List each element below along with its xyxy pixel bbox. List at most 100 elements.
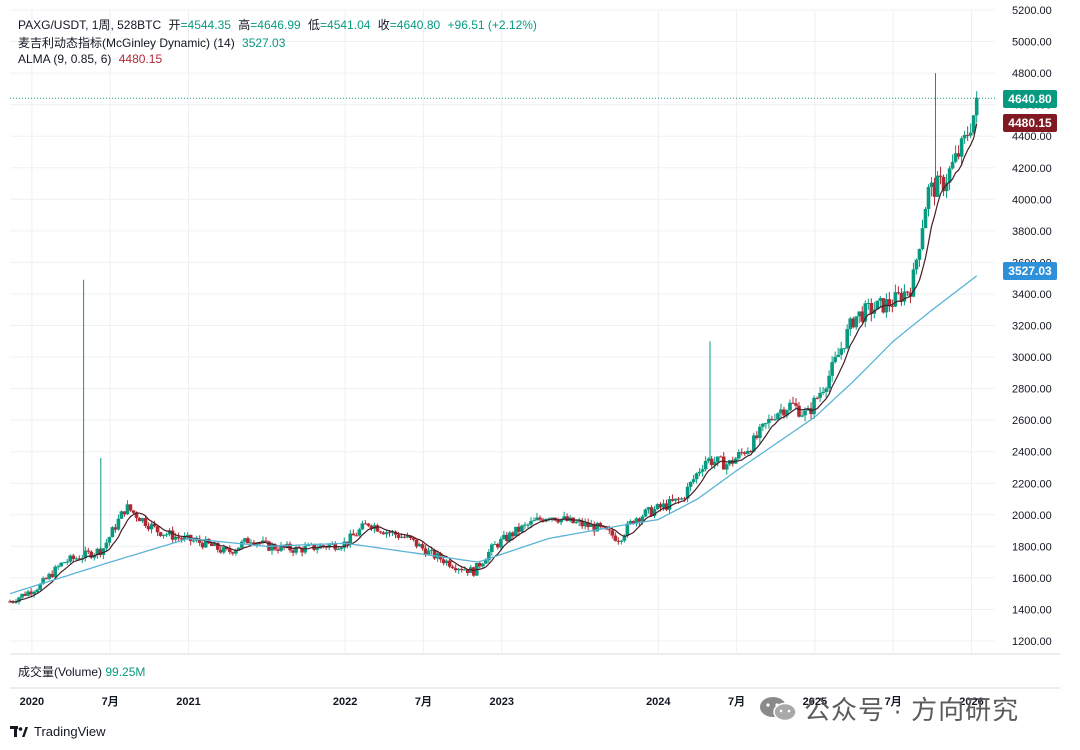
candle-body (941, 176, 946, 192)
candle-body (89, 551, 94, 558)
candle-body (833, 357, 837, 363)
candle-body (381, 532, 386, 535)
candle-body (432, 549, 437, 559)
y-tick-label: 4400.00 (1012, 131, 1052, 143)
candle-body (170, 530, 175, 540)
candle-body (718, 456, 723, 458)
candle-body (631, 520, 636, 524)
candle-body (203, 538, 208, 548)
candle-body (739, 452, 744, 454)
candle-body (580, 521, 584, 527)
y-tick-label: 4200.00 (1012, 163, 1052, 175)
candle-body (839, 348, 843, 355)
x-tick-label: 7月 (728, 695, 745, 708)
candle-body (715, 456, 720, 462)
y-tick-label: 4800.00 (1012, 68, 1052, 80)
candle-body (860, 311, 865, 322)
candle-body (402, 536, 407, 538)
candle-body (746, 450, 750, 454)
candle-body (68, 555, 73, 562)
candle-body (586, 522, 591, 528)
candle-body (50, 573, 54, 578)
candle-body (842, 348, 846, 350)
candle-body (354, 535, 359, 537)
candle-body (276, 549, 280, 551)
candle-body (191, 540, 196, 542)
volume-legend[interactable]: 成交量(Volume) 99.25M (18, 663, 145, 680)
candle-body (773, 419, 777, 421)
candle-body (827, 375, 831, 389)
candle-body (246, 538, 250, 544)
candle-body (23, 593, 27, 596)
candle-body (791, 402, 795, 404)
candle-body (724, 464, 729, 470)
candle-body (782, 409, 786, 416)
candle-body (408, 535, 413, 539)
candle-body (640, 516, 645, 522)
y-tick-label: 3800.00 (1012, 226, 1052, 238)
candle-body (137, 517, 142, 522)
candle-body (414, 539, 419, 547)
y-tick-label: 2400.00 (1012, 447, 1052, 459)
candle-body (17, 597, 21, 602)
y-tick-label: 5200.00 (1012, 5, 1052, 17)
candle-body (212, 542, 217, 546)
candle-body (411, 538, 416, 540)
y-tick-label: 2000.00 (1012, 510, 1052, 522)
x-tick-label: 2021 (176, 696, 200, 708)
candle-body (487, 552, 491, 561)
candle-body (62, 562, 67, 564)
candle-body (974, 97, 979, 116)
candle-body (465, 569, 470, 573)
candle-body (797, 405, 801, 417)
candle-body (673, 498, 678, 501)
legend-alma-value: 4480.15 (118, 52, 163, 66)
candle-body (231, 552, 235, 554)
candle-body (902, 291, 907, 302)
candle-body (429, 549, 434, 551)
candle-body (574, 522, 578, 524)
legend-mcginley-row[interactable]: 麦吉利动态指标(McGinley Dynamic) (14) 3527.03 (18, 35, 289, 51)
candle-body (369, 525, 374, 529)
candle-body (240, 541, 244, 548)
candle-body (821, 391, 825, 393)
candle-body (764, 423, 768, 425)
volume-label: 成交量(Volume) (18, 665, 103, 679)
candle-body (140, 518, 145, 522)
candle-body (155, 526, 160, 533)
candle-body (164, 534, 169, 536)
candle-body (863, 303, 868, 322)
x-tick-label: 2024 (646, 696, 671, 708)
candle-body (559, 518, 563, 523)
candle-body (851, 318, 856, 328)
candle-body (616, 540, 621, 542)
candle-body (74, 558, 79, 560)
candle-body (721, 456, 726, 470)
candle-body (706, 458, 711, 461)
tradingview-brand[interactable]: TradingView (10, 724, 106, 739)
candle-body (755, 435, 759, 438)
candle-body (426, 550, 431, 556)
candle-body (505, 534, 509, 541)
candle-body (125, 504, 130, 515)
candle-body (752, 435, 756, 452)
legend-alma-row[interactable]: ALMA (9, 0.85, 6) 4480.15 (18, 51, 166, 67)
legend-symbol: PAXG/USDT, 1周, 528BTC (18, 18, 162, 32)
candle-body (71, 555, 76, 559)
candle-body (417, 544, 422, 547)
legend-high-label: 高 (238, 18, 251, 32)
candle-body (926, 186, 931, 209)
candle-body (691, 479, 696, 482)
candle-body (920, 228, 925, 250)
candle-body (562, 516, 566, 519)
candle-body (53, 566, 57, 578)
candle-body (712, 461, 717, 466)
candle-body (176, 536, 181, 539)
y-tick-label: 2600.00 (1012, 415, 1052, 427)
candle-body (743, 452, 747, 454)
candle-body (652, 509, 657, 517)
candle-body (35, 589, 39, 592)
candle-body (490, 544, 494, 553)
candle-body (95, 548, 100, 555)
